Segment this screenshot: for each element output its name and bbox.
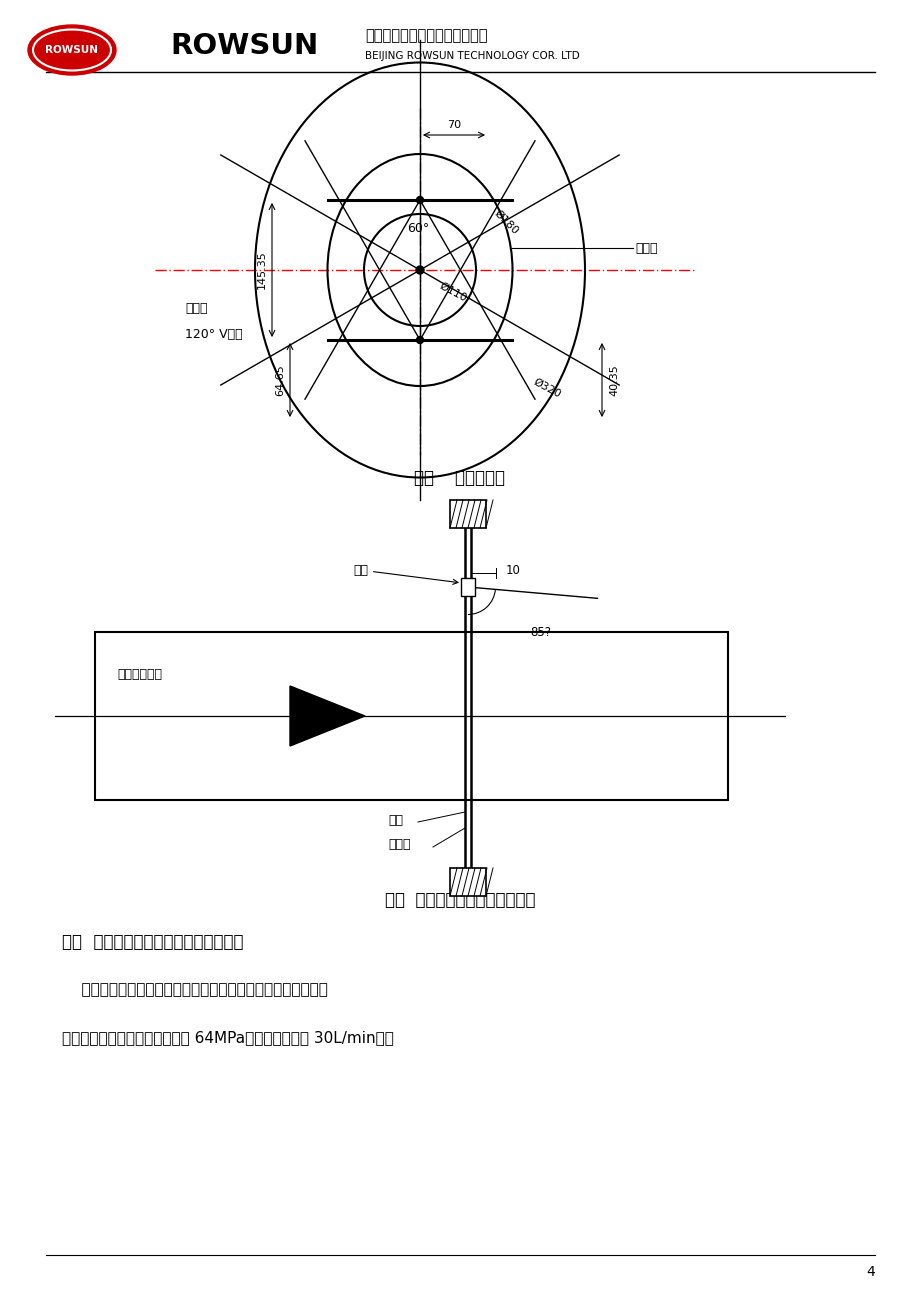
Text: 五、  棒料热态除鳞工艺系统工作原理：: 五、 棒料热态除鳞工艺系统工作原理： bbox=[62, 934, 244, 950]
Text: 工件: 工件 bbox=[388, 814, 403, 827]
Text: 图三为棒料热态除鳞水路系统原理图。高压柱塞泵装置为系统: 图三为棒料热态除鳞水路系统原理图。高压柱塞泵装置为系统 bbox=[62, 983, 327, 997]
Circle shape bbox=[416, 336, 423, 344]
Text: 图二  喷嘴沿工件轴线方向布置图: 图二 喷嘴沿工件轴线方向布置图 bbox=[384, 891, 535, 909]
Text: 除鳞环: 除鳞环 bbox=[388, 838, 410, 852]
Text: 10: 10 bbox=[505, 565, 520, 578]
Bar bbox=[95, 631, 727, 799]
Text: 工件运行方向: 工件运行方向 bbox=[117, 668, 162, 681]
Text: 喷头: 喷头 bbox=[353, 564, 458, 585]
Text: 70: 70 bbox=[447, 120, 460, 130]
Text: 85?: 85? bbox=[529, 626, 550, 639]
Text: 64.65: 64.65 bbox=[275, 365, 285, 396]
Polygon shape bbox=[289, 686, 365, 746]
Text: Ø110: Ø110 bbox=[437, 281, 469, 303]
Text: 细棒料: 细棒料 bbox=[185, 302, 208, 315]
Ellipse shape bbox=[28, 25, 116, 76]
Text: 提供水射流动力，额定工作压力 64MPa，额定工作流量 30L/min，电: 提供水射流动力，额定工作压力 64MPa，额定工作流量 30L/min，电 bbox=[62, 1030, 393, 1046]
Circle shape bbox=[415, 266, 424, 273]
Text: 北京荣盛时代科技发展有限公司: 北京荣盛时代科技发展有限公司 bbox=[365, 29, 487, 43]
Text: 4: 4 bbox=[866, 1266, 874, 1279]
Text: Ø320: Ø320 bbox=[531, 376, 562, 400]
Text: Ø180: Ø180 bbox=[492, 208, 519, 236]
Text: 粗棒料: 粗棒料 bbox=[634, 241, 657, 254]
Text: ROWSUN: ROWSUN bbox=[45, 46, 98, 55]
Bar bbox=[460, 578, 474, 596]
Text: 40.35: 40.35 bbox=[608, 365, 618, 396]
Text: 60°: 60° bbox=[406, 221, 428, 234]
Text: 145.35: 145.35 bbox=[256, 250, 267, 289]
Text: BEIJING ROWSUN TECHNOLOGY COR. LTD: BEIJING ROWSUN TECHNOLOGY COR. LTD bbox=[365, 51, 579, 61]
Circle shape bbox=[416, 197, 423, 203]
Bar bbox=[449, 500, 485, 529]
Text: ROWSUN: ROWSUN bbox=[170, 33, 318, 60]
Text: 120° V型槽: 120° V型槽 bbox=[185, 328, 243, 341]
Text: 图一    喷嘴布置图: 图一 喷嘴布置图 bbox=[414, 469, 505, 487]
Bar bbox=[449, 868, 485, 896]
